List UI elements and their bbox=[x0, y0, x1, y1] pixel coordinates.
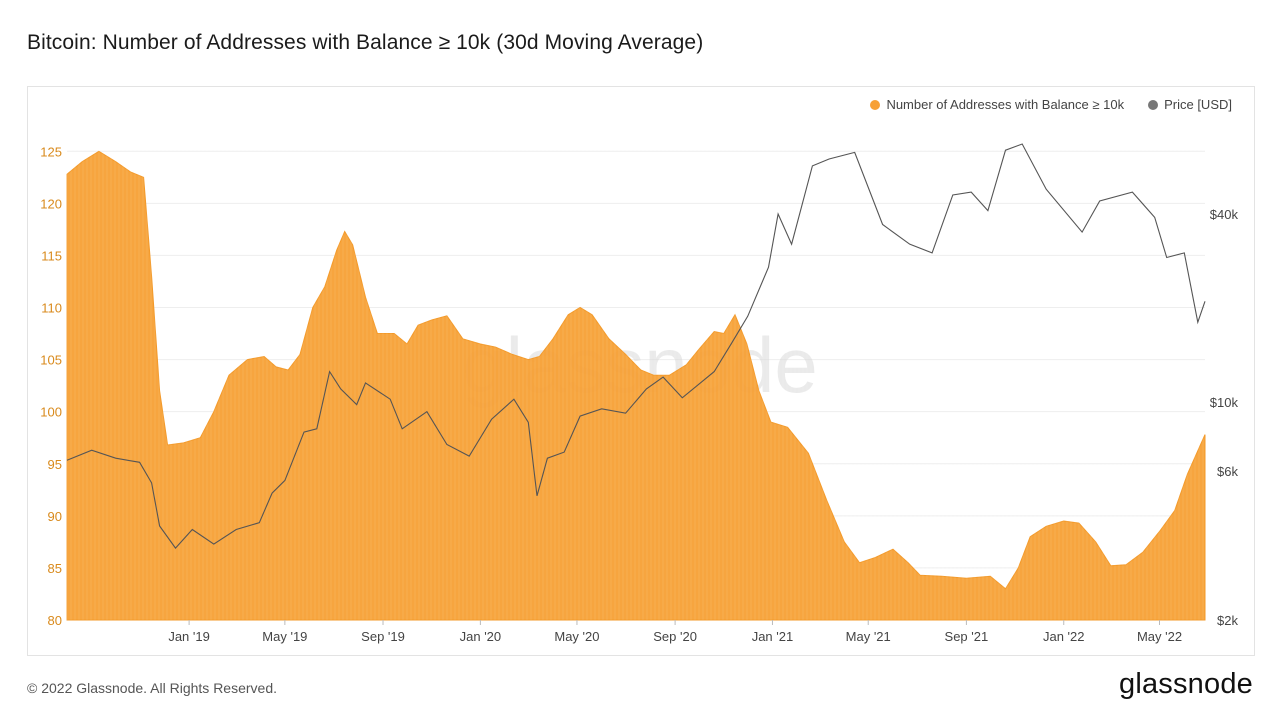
legend-item-price[interactable]: Price [USD] bbox=[1148, 97, 1232, 112]
y-left-tick-label: 80 bbox=[48, 613, 62, 628]
x-tick-label: Sep '21 bbox=[945, 629, 989, 644]
brand-logo: glassnode bbox=[1118, 668, 1253, 700]
chart-legend: Number of Addresses with Balance ≥ 10k P… bbox=[870, 97, 1232, 112]
y-left-tick-label: 90 bbox=[48, 509, 62, 524]
y-right-tick-label: $6k bbox=[1217, 464, 1238, 479]
y-left-tick-label: 95 bbox=[48, 457, 62, 472]
x-tick-label: May '20 bbox=[554, 629, 599, 644]
x-tick-label: May '21 bbox=[846, 629, 891, 644]
x-tick-label: Jan '22 bbox=[1043, 629, 1085, 644]
y-left-tick-label: 85 bbox=[48, 561, 62, 576]
y-right-tick-label: $40k bbox=[1210, 207, 1239, 222]
y-left-tick-label: 110 bbox=[41, 301, 62, 316]
y-left-tick-label: 125 bbox=[40, 144, 62, 159]
x-tick-label: Jan '21 bbox=[752, 629, 794, 644]
x-tick-label: Sep '20 bbox=[653, 629, 697, 644]
y-left-tick-label: 115 bbox=[41, 248, 62, 263]
x-tick-label: May '22 bbox=[1137, 629, 1182, 644]
x-tick-label: Sep '19 bbox=[361, 629, 405, 644]
chart-title: Bitcoin: Number of Addresses with Balanc… bbox=[27, 31, 704, 54]
y-left-tick-label: 120 bbox=[40, 196, 62, 211]
y-right-tick-label: $10k bbox=[1210, 395, 1239, 410]
legend-label-addresses: Number of Addresses with Balance ≥ 10k bbox=[886, 97, 1125, 112]
y-right-tick-label: $2k bbox=[1217, 613, 1238, 628]
y-left-tick-label: 105 bbox=[40, 353, 62, 368]
y-left-tick-label: 100 bbox=[40, 405, 62, 420]
copyright-text: © 2022 Glassnode. All Rights Reserved. bbox=[27, 680, 278, 696]
x-tick-label: Jan '19 bbox=[168, 629, 210, 644]
x-tick-label: Jan '20 bbox=[460, 629, 502, 644]
legend-label-price: Price [USD] bbox=[1164, 97, 1232, 112]
legend-item-addresses[interactable]: Number of Addresses with Balance ≥ 10k bbox=[870, 97, 1124, 112]
legend-dot-price bbox=[1148, 99, 1159, 110]
legend-dot-addresses bbox=[870, 99, 881, 110]
x-tick-label: May '19 bbox=[262, 629, 307, 644]
price-line bbox=[66, 143, 1206, 549]
addresses-area bbox=[66, 150, 1206, 621]
